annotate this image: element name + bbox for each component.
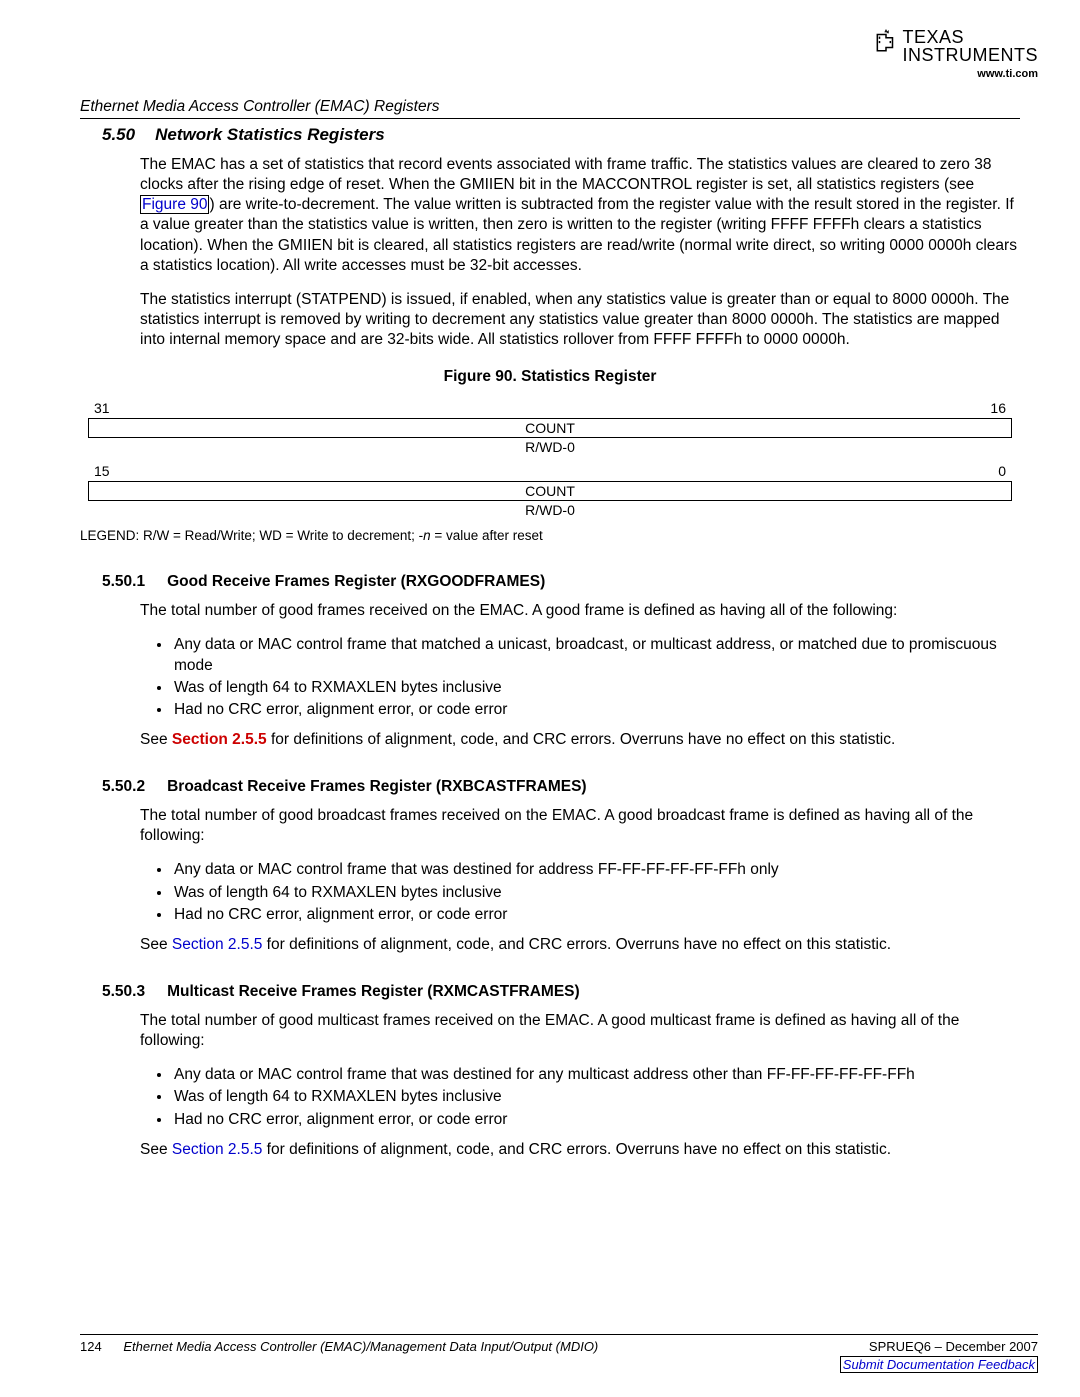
- bit-msb: 15: [94, 463, 110, 479]
- see-note: See Section 2.5.5 for definitions of ali…: [140, 935, 1020, 955]
- bullet-item: Was of length 64 to RXMAXLEN bytes inclu…: [172, 678, 1020, 698]
- bullet-item: Had no CRC error, alignment error, or co…: [172, 700, 1020, 720]
- page-footer: 124 Ethernet Media Access Controller (EM…: [80, 1334, 1038, 1373]
- subsection-title: Good Receive Frames Register (RXGOODFRAM…: [167, 573, 545, 591]
- bullet-item: Had no CRC error, alignment error, or co…: [172, 1110, 1020, 1130]
- bit-lsb: 0: [998, 463, 1006, 479]
- ti-logo: TEXAS INSTRUMENTS: [873, 28, 1039, 64]
- figure-title: Figure 90. Statistics Register: [80, 368, 1020, 386]
- subsection-num: 5.50.3: [102, 983, 145, 1001]
- subsection-num: 5.50.1: [102, 573, 145, 591]
- subsection-intro: The total number of good frames received…: [140, 601, 1020, 621]
- para-2: The statistics interrupt (STATPEND) is i…: [140, 290, 1020, 350]
- footer-doc-title: Ethernet Media Access Controller (EMAC)/…: [123, 1339, 598, 1354]
- footer-doc-id: SPRUEQ6 – December 2007: [869, 1339, 1038, 1354]
- logo-url[interactable]: www.ti.com: [873, 68, 1039, 80]
- bullet-item: Any data or MAC control frame that was d…: [172, 1065, 1020, 1085]
- section-crossref-link[interactable]: Section 2.5.5: [172, 1141, 262, 1158]
- bullet-item: Any data or MAC control frame that was d…: [172, 860, 1020, 880]
- subsection-title: Multicast Receive Frames Register (RXMCA…: [167, 983, 580, 1001]
- subsection-title: Broadcast Receive Frames Register (RXBCA…: [167, 778, 586, 796]
- subsection-intro: The total number of good multicast frame…: [140, 1011, 1020, 1051]
- bullet-list: Any data or MAC control frame that match…: [172, 635, 1020, 720]
- register-field: COUNT: [88, 481, 1012, 501]
- ti-chip-icon: [873, 28, 899, 54]
- section-title: Network Statistics Registers: [155, 125, 385, 145]
- bullet-item: Was of length 64 to RXMAXLEN bytes inclu…: [172, 883, 1020, 903]
- section-num: 5.50: [102, 125, 135, 145]
- see-note: See Section 2.5.5 for definitions of ali…: [140, 730, 1020, 750]
- bullet-item: Any data or MAC control frame that match…: [172, 635, 1020, 675]
- register-access: R/WD-0: [88, 438, 1012, 463]
- bit-lsb: 16: [990, 400, 1006, 416]
- subsection: 5.50.1 Good Receive Frames Register (RXGO…: [80, 573, 1020, 750]
- breadcrumb: Ethernet Media Access Controller (EMAC) …: [80, 98, 1020, 119]
- section-heading: 5.50 Network Statistics Registers: [102, 125, 1020, 145]
- subsection-heading: 5.50.2 Broadcast Receive Frames Register …: [102, 778, 1020, 796]
- subsection: 5.50.3 Multicast Receive Frames Register …: [80, 983, 1020, 1160]
- section-crossref-link[interactable]: Section 2.5.5: [172, 731, 267, 748]
- register-layout: 3116COUNTR/WD-0150COUNTR/WD-0: [80, 400, 1020, 526]
- register-legend: LEGEND: R/W = Read/Write; WD = Write to …: [80, 528, 1020, 543]
- header-logo-block: TEXAS INSTRUMENTS www.ti.com: [873, 28, 1039, 80]
- register-row: 15 0 COUNTR/WD-0: [88, 463, 1012, 526]
- see-note: See Section 2.5.5 for definitions of ali…: [140, 1140, 1020, 1160]
- footer-page-number: 124: [80, 1339, 102, 1354]
- subsection-num: 5.50.2: [102, 778, 145, 796]
- logo-text-texas: TEXAS: [903, 28, 965, 46]
- footer-feedback-link[interactable]: Submit Documentation Feedback: [840, 1356, 1038, 1373]
- logo-text-instruments: INSTRUMENTS: [903, 46, 1039, 64]
- bullet-list: Any data or MAC control frame that was d…: [172, 860, 1020, 924]
- subsection-intro: The total number of good broadcast frame…: [140, 806, 1020, 846]
- bullet-item: Had no CRC error, alignment error, or co…: [172, 905, 1020, 925]
- register-row: 31 16 COUNTR/WD-0: [88, 400, 1012, 463]
- subsection: 5.50.2 Broadcast Receive Frames Register …: [80, 778, 1020, 955]
- subsection-heading: 5.50.1 Good Receive Frames Register (RXGO…: [102, 573, 1020, 591]
- bit-msb: 31: [94, 400, 110, 416]
- subsection-heading: 5.50.3 Multicast Receive Frames Register …: [102, 983, 1020, 1001]
- register-access: R/WD-0: [88, 501, 1012, 526]
- para-1: The EMAC has a set of statistics that re…: [140, 155, 1020, 276]
- bullet-item: Was of length 64 to RXMAXLEN bytes inclu…: [172, 1087, 1020, 1107]
- figure-link[interactable]: Figure 90: [140, 195, 209, 214]
- register-field: COUNT: [88, 418, 1012, 438]
- bullet-list: Any data or MAC control frame that was d…: [172, 1065, 1020, 1129]
- section-crossref-link[interactable]: Section 2.5.5: [172, 936, 262, 953]
